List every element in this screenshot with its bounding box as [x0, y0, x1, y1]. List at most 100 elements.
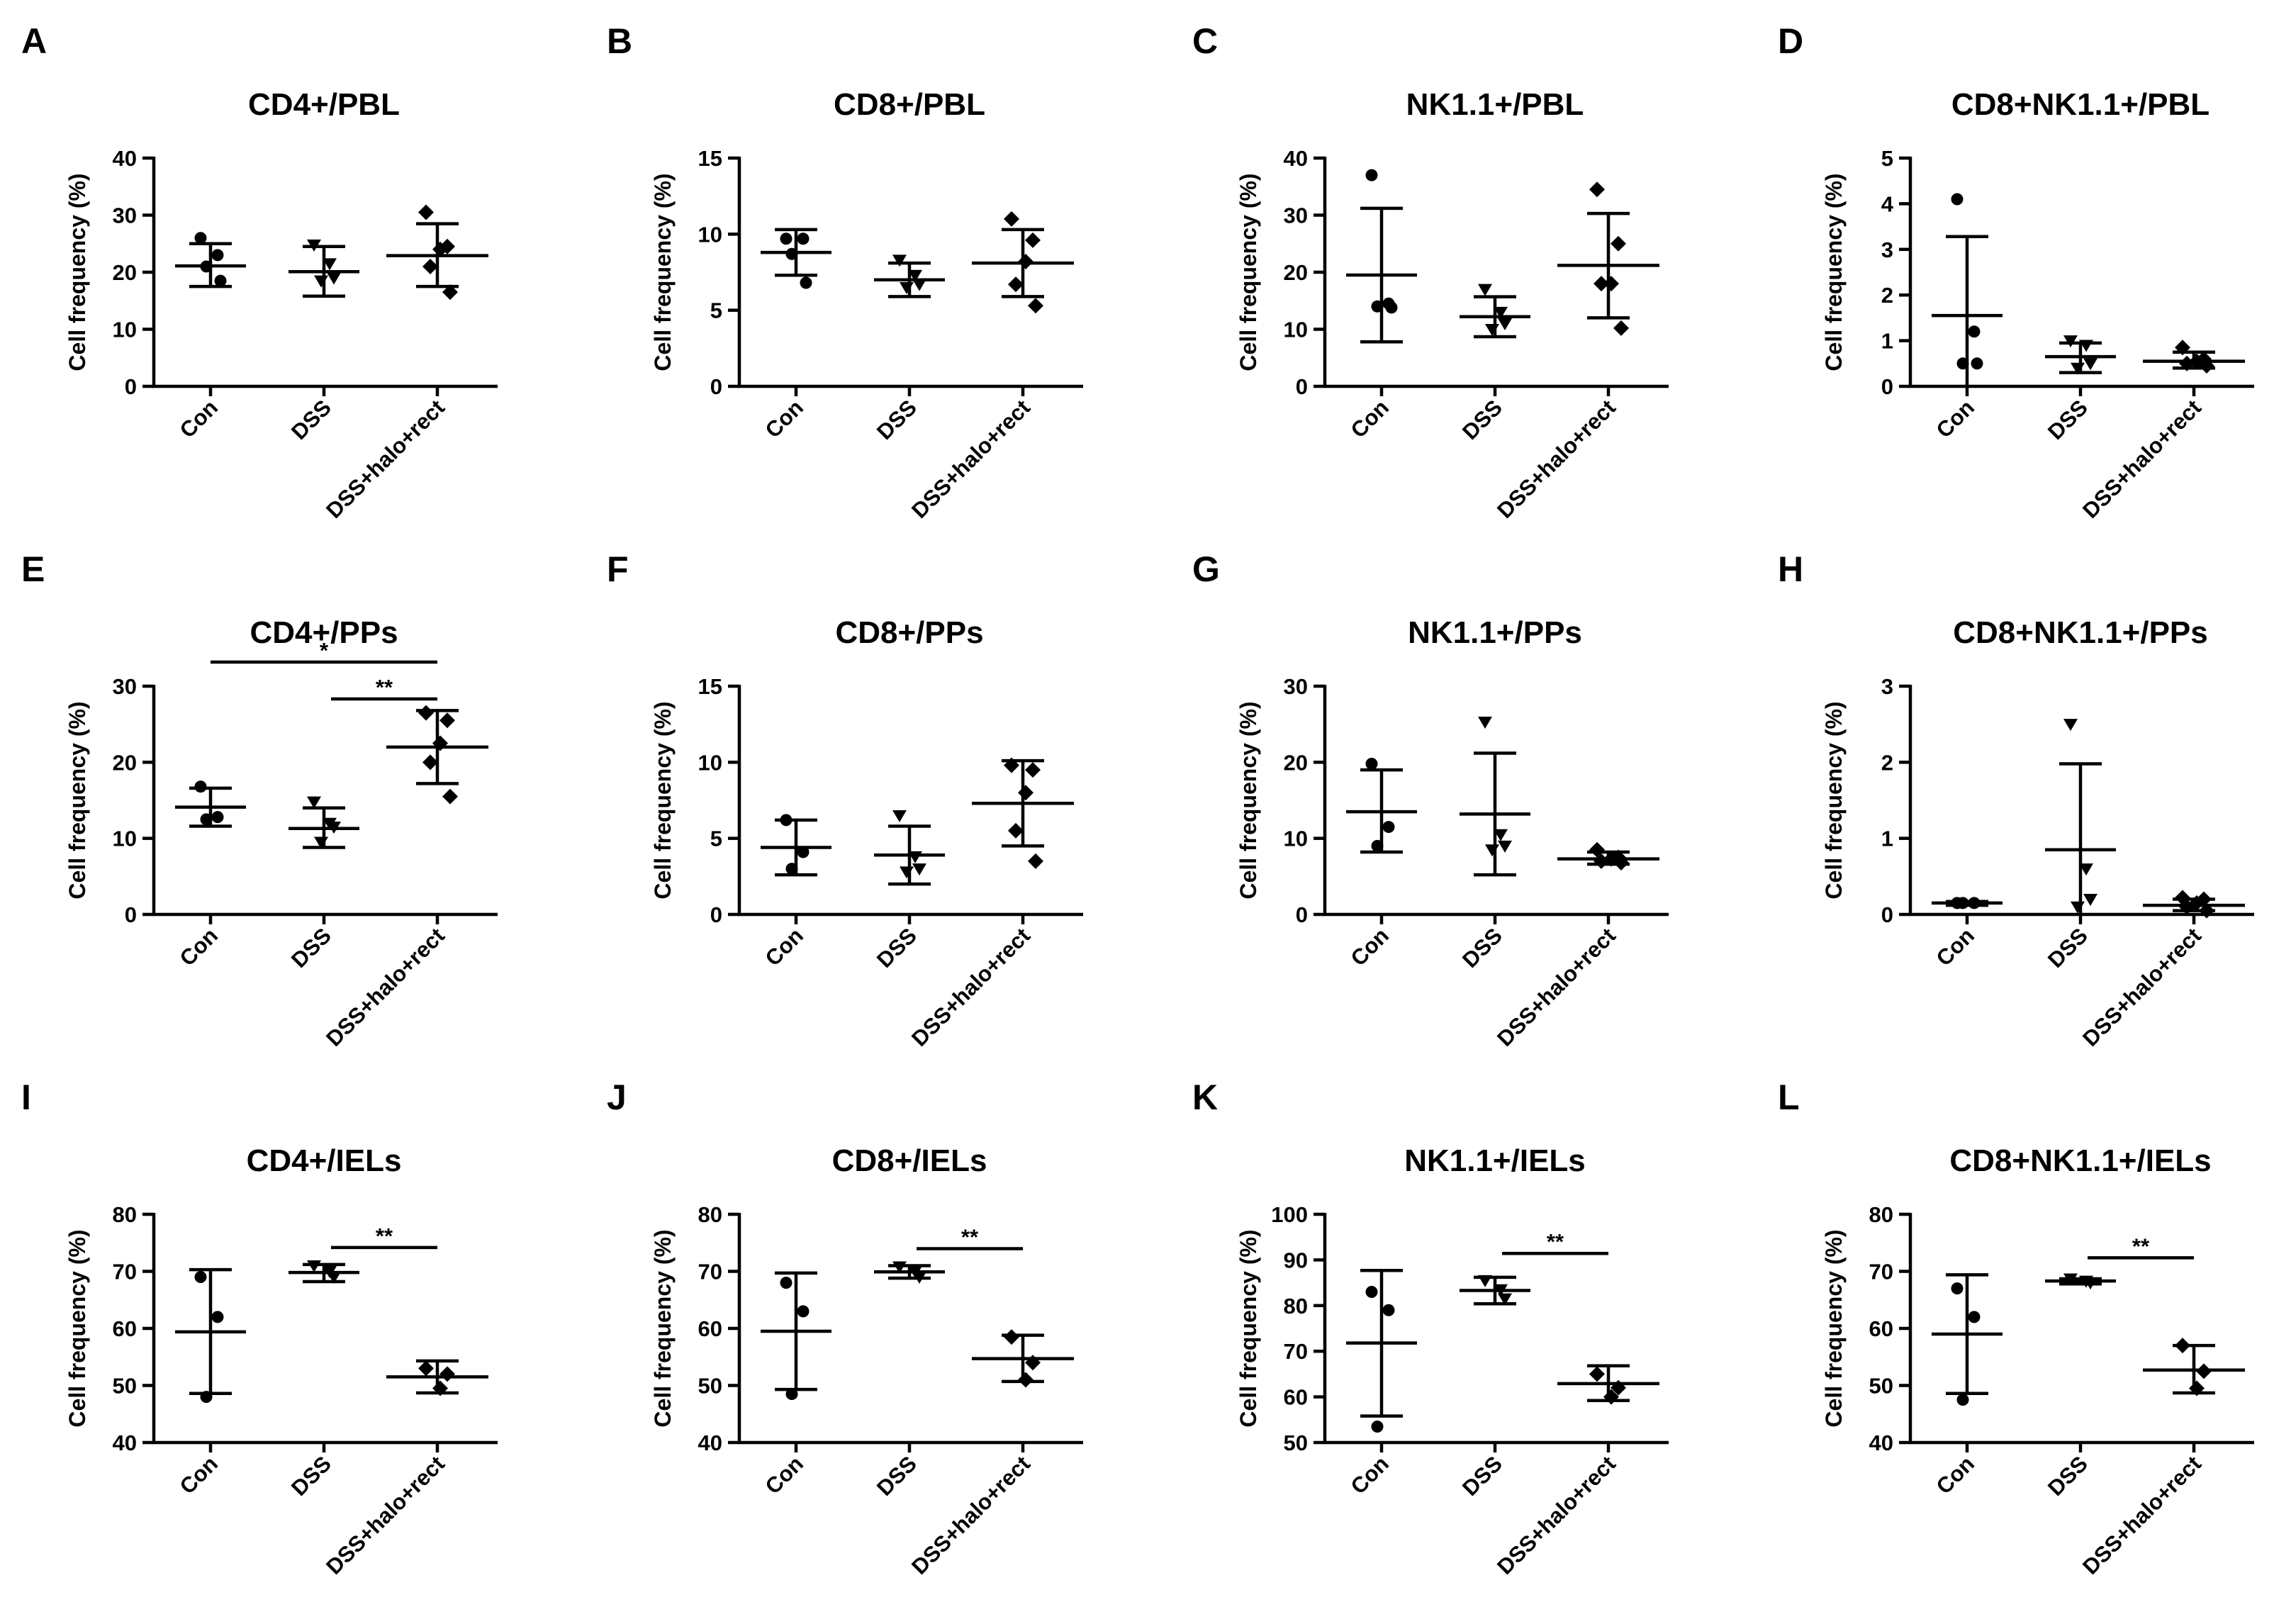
panel-title: CD4+/PBL: [248, 87, 400, 122]
data-point: [1008, 276, 1024, 293]
y-tick-label: 0: [125, 902, 137, 927]
y-tick-label: 15: [698, 674, 722, 699]
data-point: [908, 851, 922, 863]
y-tick-label: 15: [698, 146, 722, 171]
panel-letter: B: [607, 21, 632, 61]
data-point: [1498, 318, 1512, 330]
panel-title: CD8+/PPs: [835, 615, 983, 650]
data-point: [900, 281, 914, 294]
data-point: [1004, 757, 1019, 773]
series-2: [2143, 890, 2245, 919]
data-point: [1603, 1389, 1619, 1405]
x-tick-label: DSS: [2043, 923, 2093, 973]
panel-letter: D: [1778, 21, 1803, 61]
y-tick-label: 50: [1869, 1374, 1893, 1399]
data-point: [780, 814, 792, 827]
x-tick-label: DSS: [286, 923, 336, 973]
x-tick-label: DSS: [1457, 923, 1507, 973]
series-1: [1460, 1275, 1530, 1306]
data-point: [785, 247, 798, 260]
x-tick-label: Con: [1932, 395, 1979, 442]
y-axis-label: Cell frequency (%): [650, 701, 676, 899]
series-0: [1346, 757, 1417, 854]
x-tick-label: DSS: [2043, 395, 2093, 444]
data-point: [1603, 276, 1619, 292]
data-point: [1968, 897, 1981, 909]
panel-title: NK1.1+/PPs: [1408, 615, 1582, 650]
y-tick-label: 20: [113, 750, 137, 775]
data-point: [2071, 901, 2085, 914]
y-tick-label: 20: [113, 260, 137, 285]
significance-label: **: [1547, 1229, 1564, 1254]
data-point: [1603, 851, 1619, 867]
panel-title: CD8+/IELs: [832, 1143, 987, 1178]
y-tick-label: 60: [698, 1316, 722, 1341]
panel-letter: J: [607, 1077, 627, 1117]
data-point: [2083, 1277, 2097, 1290]
y-tick-label: 90: [1284, 1248, 1308, 1272]
data-point: [327, 272, 341, 285]
data-point: [892, 254, 907, 267]
data-point: [2063, 719, 2078, 732]
panel-letter: H: [1778, 549, 1803, 589]
series-0: [761, 814, 831, 877]
data-point: [314, 836, 328, 849]
y-axis-label: Cell frequency (%): [1236, 701, 1261, 899]
data-point: [1613, 855, 1629, 871]
series-2: [386, 1359, 488, 1396]
data-point: [200, 813, 213, 826]
y-tick-label: 10: [1284, 827, 1308, 851]
data-point: [2083, 358, 2097, 371]
x-tick-label: DSS: [2043, 1451, 2093, 1501]
data-point: [2083, 894, 2097, 907]
y-tick-label: 0: [1296, 902, 1308, 927]
series-2: [1557, 1364, 1659, 1405]
panel-letter: C: [1192, 21, 1218, 61]
y-tick-label: 10: [698, 750, 722, 775]
y-tick-label: 40: [1869, 1430, 1893, 1455]
data-point: [1365, 757, 1378, 770]
significance-label: **: [376, 1223, 393, 1248]
panel-letter: I: [21, 1077, 31, 1117]
series-2: [1557, 841, 1659, 871]
panel-title: CD8+/PBL: [834, 87, 985, 122]
series-2: [2143, 340, 2245, 374]
data-point: [439, 712, 455, 729]
series-1: [2045, 1273, 2116, 1290]
panel-letter: A: [21, 21, 47, 61]
data-point: [1956, 1394, 1969, 1406]
data-point: [1385, 301, 1398, 314]
data-point: [200, 260, 213, 273]
y-tick-label: 30: [1284, 674, 1308, 699]
y-axis-label: Cell frequency (%): [65, 701, 90, 899]
x-tick-label: DSS+halo+rect: [2078, 1451, 2206, 1579]
y-tick-label: 1: [1881, 329, 1893, 354]
y-tick-label: 70: [698, 1260, 722, 1284]
y-axis-label: Cell frequency (%): [1821, 173, 1847, 371]
panel-D: D CD8+NK1.1+/PBL Cell frequency (%) 0 1 2 3 4 5 C…: [1778, 21, 2254, 523]
series-0: [761, 1271, 831, 1401]
data-point: [892, 810, 907, 822]
data-point: [1478, 716, 1492, 729]
data-point: [1018, 1372, 1034, 1388]
panel-J: J CD8+/IELs Cell frequency (%) 40 50 60 70 80 Co…: [607, 1077, 1083, 1579]
data-point: [1018, 785, 1034, 801]
data-point: [418, 705, 434, 721]
y-tick-label: 5: [1881, 146, 1893, 171]
series-1: [289, 796, 359, 849]
y-tick-label: 50: [113, 1374, 137, 1399]
y-tick-label: 40: [1284, 146, 1308, 171]
y-axis-label: Cell frequency (%): [65, 1229, 90, 1427]
series-0: [175, 780, 246, 828]
series-0: [1932, 897, 2003, 909]
data-point: [892, 1261, 907, 1274]
data-point: [785, 863, 798, 875]
data-point: [1028, 298, 1043, 314]
y-tick-label: 20: [1284, 750, 1308, 775]
y-tick-label: 0: [125, 374, 137, 399]
x-tick-label: DSS: [1457, 1451, 1507, 1501]
y-tick-label: 3: [1881, 237, 1893, 262]
x-tick-label: DSS+halo+rect: [2078, 395, 2206, 523]
data-point: [422, 754, 438, 771]
data-point: [1971, 357, 1983, 370]
